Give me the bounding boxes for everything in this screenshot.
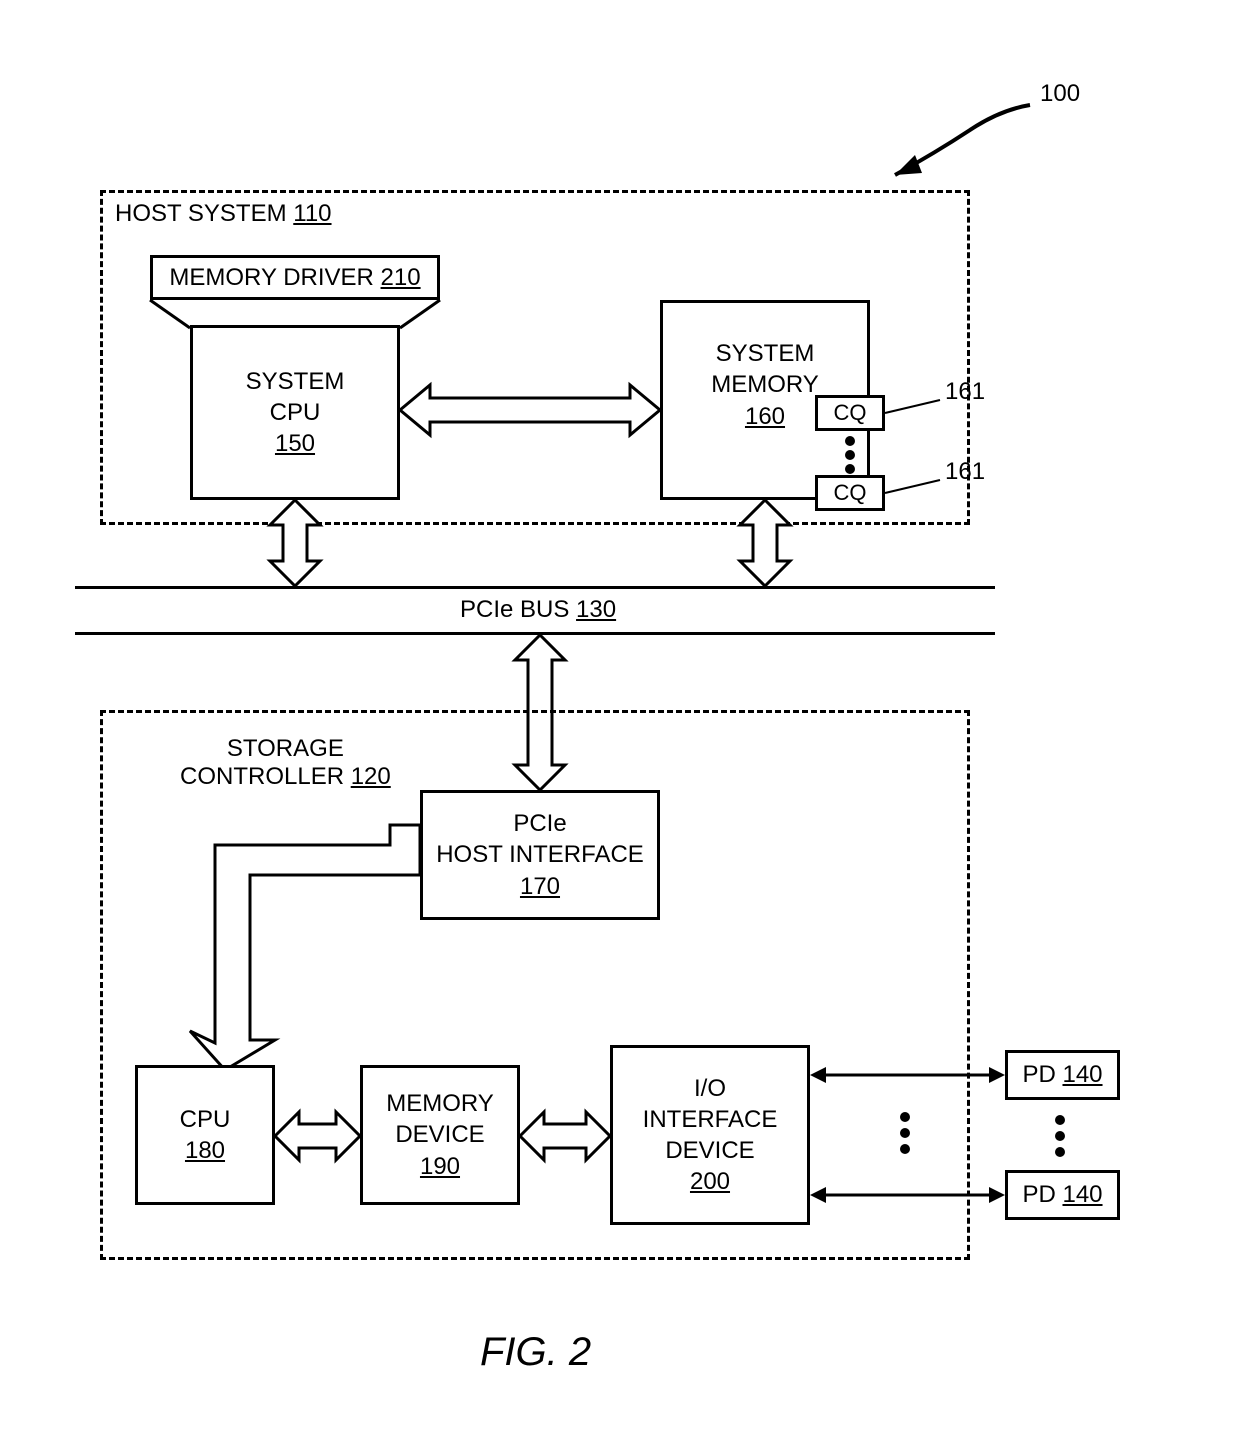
memdev-l2: DEVICE xyxy=(386,1119,494,1150)
iodev-ref: 200 xyxy=(643,1166,778,1197)
memory-driver-text: MEMORY DRIVER xyxy=(169,264,373,291)
pd-box-1: PD 140 xyxy=(1005,1050,1120,1100)
iodev-box: I/O INTERFACE DEVICE 200 xyxy=(610,1045,810,1225)
ref-100: 100 xyxy=(1040,80,1080,108)
host-system-ref: 110 xyxy=(293,200,331,227)
system-cpu-ref: 150 xyxy=(246,428,345,459)
storage-ref: 120 xyxy=(351,763,391,790)
pd-ref-1: 140 xyxy=(1062,1061,1102,1088)
hostif-l1: PCIe xyxy=(436,808,644,839)
storage-l1: STORAGE xyxy=(180,735,391,763)
arrow-hostif-cpu xyxy=(190,825,425,1070)
arrow-cpu-mem xyxy=(400,380,660,440)
storage-l2: CONTROLLER xyxy=(180,763,344,790)
bus-label: PCIe BUS 130 xyxy=(460,596,616,624)
pd-dot xyxy=(1055,1115,1065,1125)
cq-ref-2: 161 xyxy=(945,458,985,486)
arrow-io-pd-top xyxy=(810,1065,1005,1085)
cpu-box: CPU 180 xyxy=(135,1065,275,1205)
system-memory-l1: SYSTEM xyxy=(711,338,819,369)
pd-box-2: PD 140 xyxy=(1005,1170,1120,1220)
memdev-l1: MEMORY xyxy=(386,1088,494,1119)
system-cpu-box: SYSTEM CPU 150 xyxy=(190,325,400,500)
storage-controller-label: STORAGE CONTROLLER 120 xyxy=(180,735,391,791)
cpu-ref: 180 xyxy=(180,1135,231,1166)
system-memory-ref: 160 xyxy=(711,401,819,432)
cq-dot xyxy=(845,450,855,460)
hostif-ref: 170 xyxy=(436,871,644,902)
memory-driver-box: MEMORY DRIVER 210 xyxy=(150,255,440,300)
cq-label-2: CQ xyxy=(834,480,867,506)
host-system-label: HOST SYSTEM 110 xyxy=(115,200,332,228)
diagram-canvas: 100 HOST SYSTEM 110 MEMORY DRIVER 210 SY… xyxy=(0,0,1240,1447)
cq-box-2: CQ xyxy=(815,475,885,511)
pd-dot xyxy=(1055,1131,1065,1141)
cq-dot xyxy=(845,464,855,474)
arrow-cpu-memdev xyxy=(275,1108,360,1164)
ref-100-arrow xyxy=(880,95,1060,185)
host-interface-box: PCIe HOST INTERFACE 170 xyxy=(420,790,660,920)
host-system-text: HOST SYSTEM xyxy=(115,200,287,227)
hostif-l2: HOST INTERFACE xyxy=(436,839,644,870)
pd-dot xyxy=(1055,1147,1065,1157)
pd-label-2: PD xyxy=(1022,1181,1055,1208)
pd-label-1: PD xyxy=(1022,1061,1055,1088)
cq-dot xyxy=(845,436,855,446)
memdev-box: MEMORY DEVICE 190 xyxy=(360,1065,520,1205)
bus-text: PCIe BUS xyxy=(460,596,569,623)
memdev-ref: 190 xyxy=(386,1151,494,1182)
arrow-dot xyxy=(900,1128,910,1138)
arrow-dot xyxy=(900,1144,910,1154)
system-memory-l2: MEMORY xyxy=(711,369,819,400)
system-cpu-l2: CPU xyxy=(246,397,345,428)
iodev-l1: I/O xyxy=(643,1073,778,1104)
arrow-cpu-bus xyxy=(265,500,325,586)
iodev-l3: DEVICE xyxy=(643,1135,778,1166)
arrow-memdev-iodev xyxy=(520,1108,610,1164)
bus-ref: 130 xyxy=(576,596,616,623)
cpu-label: CPU xyxy=(180,1104,231,1135)
bus-line-top xyxy=(75,586,995,589)
cq-label-1: CQ xyxy=(834,400,867,426)
memory-driver-ref: 210 xyxy=(381,264,421,291)
cq-box-1: CQ xyxy=(815,395,885,431)
figure-caption: FIG. 2 xyxy=(480,1330,591,1375)
cq-ref-1: 161 xyxy=(945,378,985,406)
system-cpu-l1: SYSTEM xyxy=(246,366,345,397)
arrow-mem-bus xyxy=(735,500,795,586)
arrow-dot xyxy=(900,1112,910,1122)
arrow-io-pd-bot xyxy=(810,1185,1005,1205)
pd-ref-2: 140 xyxy=(1062,1181,1102,1208)
iodev-l2: INTERFACE xyxy=(643,1104,778,1135)
